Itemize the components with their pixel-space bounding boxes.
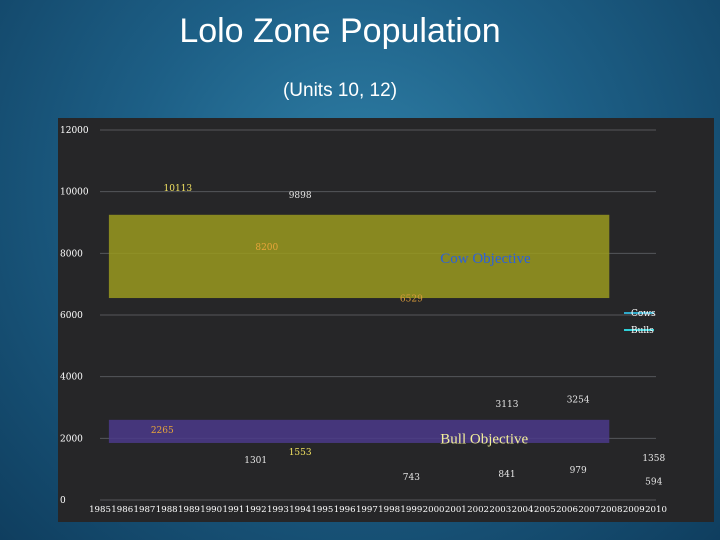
y-tick-label: 12000 bbox=[60, 126, 89, 136]
y-tick-label: 8000 bbox=[60, 249, 83, 259]
x-tick-label: 1987 bbox=[134, 505, 156, 515]
x-tick-label: 1993 bbox=[267, 505, 289, 515]
x-tick-label: 2008 bbox=[601, 505, 623, 515]
x-tick-label: 2002 bbox=[467, 505, 489, 515]
x-tick-label: 1985 bbox=[89, 505, 111, 515]
bull-objective-band bbox=[108, 419, 610, 443]
y-tick-label: 0 bbox=[60, 496, 66, 506]
data-label: 2265 bbox=[151, 426, 174, 436]
x-tick-label: 1988 bbox=[156, 505, 178, 515]
cow-objective-band bbox=[108, 214, 610, 299]
data-label: 743 bbox=[403, 473, 420, 483]
x-tick-label: 2000 bbox=[423, 505, 445, 515]
data-label: 3113 bbox=[496, 400, 519, 410]
x-tick-label: 1990 bbox=[200, 505, 222, 515]
chart-svg: 0 2000 4000 6000 8000 10000 12000 Cow Objective… bbox=[60, 126, 667, 515]
x-tick-label: 2005 bbox=[534, 505, 556, 515]
y-tick-label: 2000 bbox=[60, 434, 83, 444]
x-tick-label: 1996 bbox=[334, 505, 356, 515]
x-tick-label: 1999 bbox=[400, 505, 422, 515]
data-label: 1553 bbox=[289, 448, 312, 458]
cow-objective-label: Cow Objective bbox=[440, 251, 531, 267]
x-tick-label: 2001 bbox=[445, 505, 467, 515]
legend-label-bulls: Bulls bbox=[631, 326, 654, 336]
x-tick-label: 2010 bbox=[645, 505, 667, 515]
slide-title: Lolo Zone Population bbox=[179, 12, 501, 50]
data-label: 1301 bbox=[244, 456, 267, 466]
data-label: 9898 bbox=[289, 191, 312, 201]
x-tick-label: 1998 bbox=[378, 505, 400, 515]
x-tick-label: 2007 bbox=[578, 505, 600, 515]
x-tick-label: 1986 bbox=[111, 505, 133, 515]
data-label: 10113 bbox=[164, 184, 193, 194]
data-label: 6529 bbox=[400, 295, 423, 305]
y-tick-label: 6000 bbox=[60, 311, 83, 321]
x-tick-label: 2004 bbox=[512, 505, 534, 515]
x-tick-label: 2009 bbox=[623, 505, 645, 515]
bull-objective-label: Bull Objective bbox=[440, 431, 528, 447]
data-label: 3254 bbox=[567, 396, 590, 406]
x-tick-label: 1992 bbox=[245, 505, 267, 515]
x-tick-label: 1991 bbox=[223, 505, 245, 515]
data-label: 841 bbox=[498, 470, 515, 480]
x-tick-label: 1994 bbox=[289, 505, 311, 515]
x-tick-label: 1989 bbox=[178, 505, 200, 515]
y-tick-label: 4000 bbox=[60, 373, 83, 383]
y-tick-label: 10000 bbox=[60, 188, 89, 198]
data-label: 1358 bbox=[642, 454, 665, 464]
data-label: 8200 bbox=[255, 243, 278, 253]
x-tick-label: 1997 bbox=[356, 505, 378, 515]
x-tick-label: 2006 bbox=[556, 505, 578, 515]
data-label: 979 bbox=[570, 466, 587, 476]
legend-label-cows: Cows bbox=[631, 309, 656, 319]
data-label: 594 bbox=[645, 478, 662, 488]
x-tick-label: 1995 bbox=[311, 505, 333, 515]
x-tick-label: 2003 bbox=[489, 505, 511, 515]
chart-area: 0 2000 4000 6000 8000 10000 12000 Cow Objective… bbox=[58, 118, 714, 522]
slide-subtitle: (Units 10, 12) bbox=[282, 80, 398, 101]
